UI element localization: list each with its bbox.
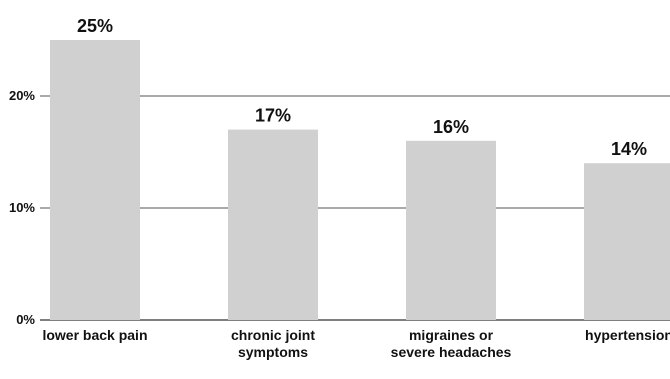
y-tick-label: 0% — [16, 312, 35, 327]
y-axis-ticks: 0% 10% 20% — [9, 88, 35, 327]
bar-value-label: 17% — [255, 106, 291, 126]
gridlines — [40, 95, 670, 321]
bar-value-label: 16% — [433, 117, 469, 137]
bar — [584, 163, 670, 320]
y-tick-label: 10% — [9, 200, 35, 215]
bar-value-label: 25% — [77, 16, 113, 36]
bars — [50, 40, 670, 320]
x-category-label: chronic joint symptoms — [231, 327, 315, 360]
y-tick-label: 20% — [9, 88, 35, 103]
value-labels: 25% 17% 16% 14% — [77, 16, 647, 159]
x-axis-labels: lower back pain chronic joint symptoms migr… — [42, 327, 670, 360]
x-category-label: lower back pain — [42, 327, 147, 343]
bar — [406, 140, 496, 320]
bar-value-label: 14% — [611, 139, 647, 159]
bar — [50, 40, 140, 320]
x-category-label: hypertension — [585, 327, 670, 343]
bar — [228, 129, 318, 320]
x-category-label: migraines or severe headaches — [391, 327, 512, 360]
